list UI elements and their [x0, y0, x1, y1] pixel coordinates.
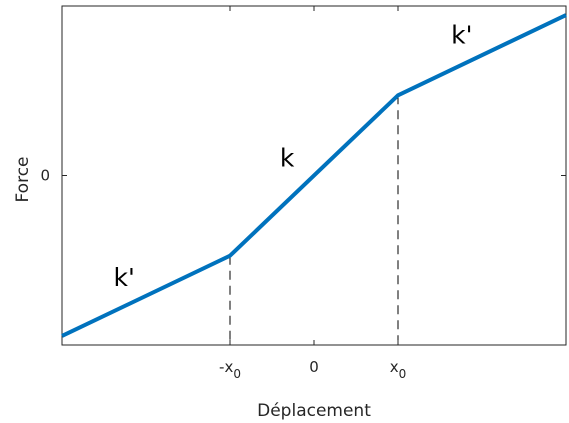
- series-line-1: [62, 15, 566, 336]
- slope-annotation-2: k: [280, 143, 295, 172]
- annotations: k' k k': [113, 20, 472, 292]
- x-axis-label: Déplacement: [257, 401, 371, 421]
- guide-lines: [230, 95, 398, 345]
- x-tick-label: x0: [390, 358, 407, 381]
- y-axis-label: Force: [13, 157, 33, 203]
- y-axis-ticks: 0: [40, 167, 566, 185]
- x-tick-label: -x0: [219, 358, 241, 381]
- y-tick-label: 0: [40, 167, 50, 185]
- x-axis-ticks: -x0 0 x0: [219, 6, 406, 381]
- series-layer: [62, 15, 566, 336]
- x-tick-label: 0: [309, 358, 319, 376]
- slope-annotation-3: k': [451, 20, 472, 49]
- slope-annotation-1: k': [113, 263, 134, 292]
